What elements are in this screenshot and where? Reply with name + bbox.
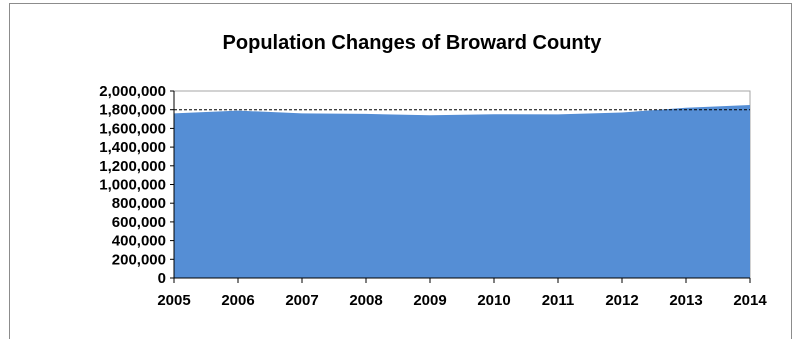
x-tick-label: 2008: [349, 292, 382, 309]
chart-title: Population Changes of Broward County: [223, 32, 603, 54]
area-series-0: [174, 105, 750, 278]
x-tick-label: 2013: [669, 292, 702, 309]
x-tick-label: 2007: [285, 292, 318, 309]
y-tick-label: 400,000: [112, 233, 166, 250]
x-tick-label: 2010: [477, 292, 510, 309]
y-tick-label: 1,600,000: [99, 120, 166, 137]
x-tick-label: 2006: [221, 292, 254, 309]
y-tick-label: 1,000,000: [99, 177, 166, 194]
chart-container: [9, 3, 792, 339]
y-tick-label: 0: [158, 270, 166, 287]
y-tick-label: 600,000: [112, 214, 166, 231]
x-tick-label: 2014: [733, 292, 767, 309]
y-tick-label: 2,000,000: [99, 83, 166, 100]
y-tick-label: 200,000: [112, 251, 166, 268]
y-tick-label: 1,800,000: [99, 102, 166, 119]
x-tick-label: 2005: [157, 292, 190, 309]
y-tick-label: 800,000: [112, 195, 166, 212]
y-tick-label: 1,400,000: [99, 139, 166, 156]
x-tick-label: 2011: [542, 292, 575, 309]
x-tick-label: 2012: [605, 292, 638, 309]
x-tick-label: 2009: [413, 292, 446, 309]
y-tick-label: 1,200,000: [99, 158, 166, 175]
